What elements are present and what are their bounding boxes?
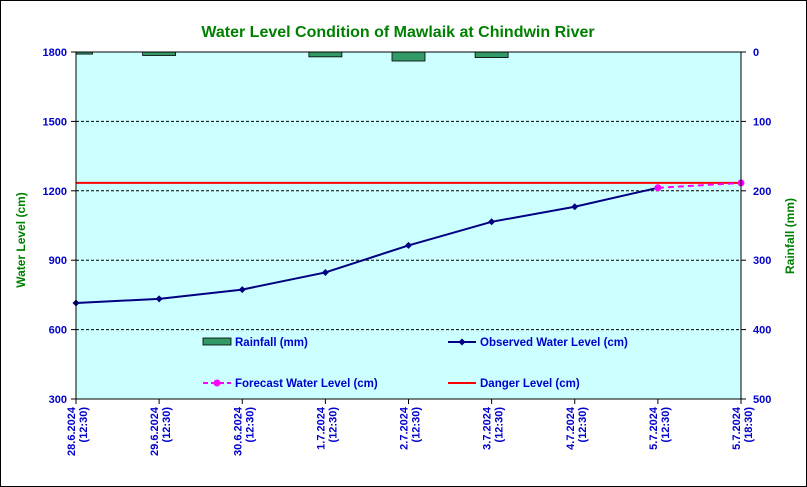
legend-marker [213,379,221,387]
rainfall-bar [474,51,509,58]
observed-point [571,203,579,211]
observed-line [75,186,659,304]
forecast-line [657,181,742,189]
axes: 300 600 900 1200 1500 1800 0 100 200 300 400 500 28.… [43,47,772,456]
rainfall-bar [391,51,426,62]
series-lines [72,179,745,307]
y-tick-label: 1200 [43,186,67,198]
x-tick-label: 5.7.2024(18:30) [731,406,755,450]
legend-label: Rainfall (mm) [235,337,308,349]
y2-tick-label: 300 [753,255,771,267]
legend-label: Observed Water Level (cm) [480,337,628,349]
y2-tick-label: 100 [753,116,771,128]
legend: Rainfall (mm) Observed Water Level (cm) Fo… [202,337,628,390]
y-tick-label: 1500 [43,116,67,128]
y-tick-label: 600 [49,325,67,337]
plot-area [76,52,741,399]
y2-tick-label: 0 [753,47,759,59]
legend-swatch-rainfall [202,337,232,346]
x-tick-label: 2.7.2024(12:30) [399,406,423,450]
observed-point [155,295,163,303]
rainfall-bar [142,51,177,56]
x-tick-label: 1.7.2024(12:30) [315,406,339,450]
observed-point [488,218,496,226]
y-tick-label: 900 [49,255,67,267]
y2-tick-label: 200 [753,186,771,198]
x-tick-label: 4.7.2024(12:30) [565,406,589,450]
x-tick-label: 30.6.2024(12:30) [232,406,256,456]
observed-point [321,268,329,276]
y2-axis-label: Rainfall (mm) [783,198,797,274]
y-tick-label: 300 [49,394,67,406]
legend-label: Forecast Water Level (cm) [235,378,378,390]
legend-label: Danger Level (cm) [480,378,580,390]
y-axis-label: Water Level (cm) [14,192,28,288]
x-tick-label: 5.7.2024(12:30) [648,406,672,450]
legend-marker [458,338,466,346]
forecast-point [654,184,662,192]
y2-tick-label: 400 [753,325,771,337]
x-tick-label: 28.6.2024(12:30) [66,406,90,456]
rainfall-bar [308,51,343,58]
chart-title: Water Level Condition of Mawlaik at Chin… [201,24,594,41]
y-tick-label: 1800 [43,47,67,59]
x-tick-label: 29.6.2024(12:30) [149,406,173,456]
observed-point [405,241,412,249]
x-tick-label: 3.7.2024(12:30) [482,406,506,450]
y2-tick-label: 500 [753,394,771,406]
observed-point [238,286,246,294]
